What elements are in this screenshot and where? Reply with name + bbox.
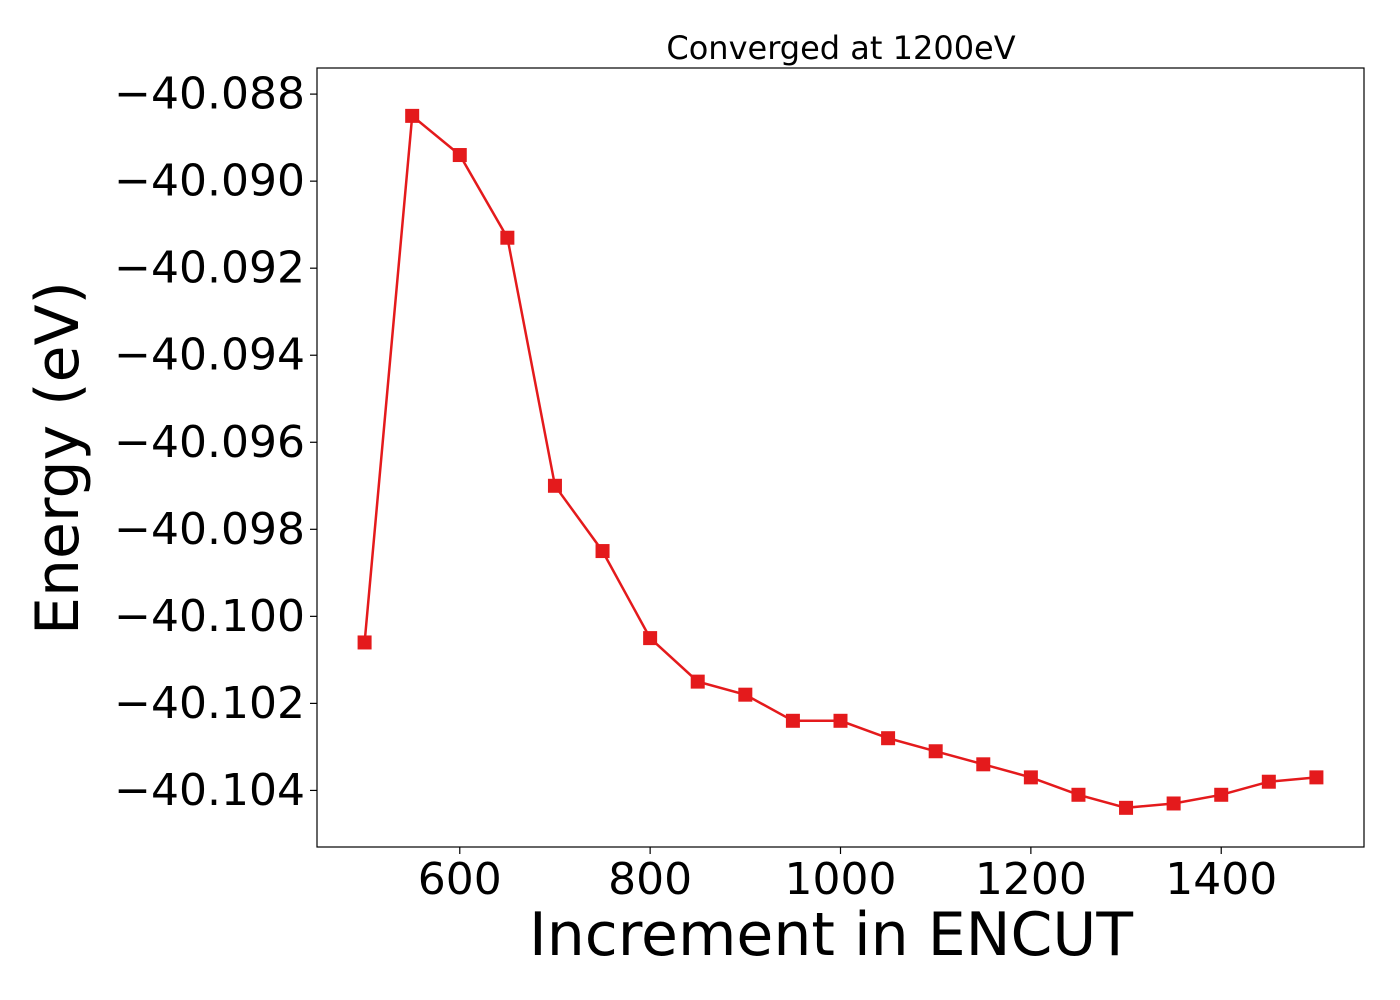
y-tick-label: −40.096 <box>114 417 305 468</box>
y-axis: −40.088 −40.090 −40.092 −40.094 −40.096 −40.0… <box>114 69 317 816</box>
data-point <box>547 478 562 493</box>
x-axis-label: Increment in ENCUT <box>529 900 1133 970</box>
data-point <box>1261 774 1276 789</box>
y-tick-label: −40.100 <box>114 591 305 642</box>
data-point <box>595 544 610 559</box>
data-point <box>690 674 705 689</box>
data-point <box>643 631 658 646</box>
plot-area <box>316 67 1365 848</box>
data-point <box>500 230 515 245</box>
data-point <box>1309 770 1324 785</box>
data-point <box>1023 770 1038 785</box>
y-tick-label: −40.104 <box>114 765 305 816</box>
x-axis: 600 800 1000 1200 1400 <box>418 847 1277 905</box>
x-tick-label: 1400 <box>1165 854 1277 905</box>
data-point <box>405 108 420 123</box>
data-point <box>1119 800 1134 815</box>
x-tick-label: 1000 <box>785 854 897 905</box>
data-point <box>976 757 991 772</box>
y-tick-label: −40.094 <box>114 330 305 381</box>
data-point <box>452 148 467 163</box>
data-point <box>928 744 943 759</box>
data-point <box>881 731 896 746</box>
x-tick-label: 600 <box>418 854 502 905</box>
series-group <box>357 108 1324 815</box>
y-tick-label: −40.088 <box>114 69 305 120</box>
data-point <box>785 713 800 728</box>
data-point <box>357 635 372 650</box>
data-point <box>1214 787 1229 802</box>
y-tick-label: −40.102 <box>114 678 305 729</box>
y-axis-label: Energy (eV) <box>23 281 93 635</box>
x-tick-label: 800 <box>608 854 692 905</box>
data-point <box>833 713 848 728</box>
chart-title: Converged at 1200eV <box>666 29 1015 67</box>
data-point <box>1071 787 1086 802</box>
y-tick-label: −40.090 <box>114 156 305 207</box>
y-tick-label: −40.092 <box>114 243 305 294</box>
x-tick-label: 1200 <box>975 854 1087 905</box>
y-tick-label: −40.098 <box>114 504 305 555</box>
data-point <box>738 687 753 702</box>
data-point <box>1166 796 1181 811</box>
